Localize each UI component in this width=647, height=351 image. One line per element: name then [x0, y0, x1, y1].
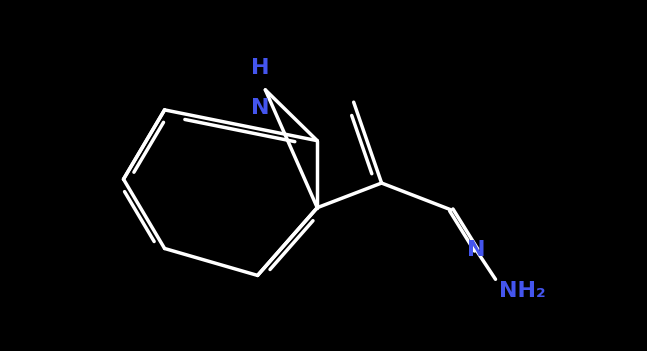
Text: NH₂: NH₂: [499, 281, 546, 301]
Text: H: H: [252, 58, 270, 78]
Text: N: N: [252, 98, 270, 118]
Text: N: N: [467, 240, 485, 260]
